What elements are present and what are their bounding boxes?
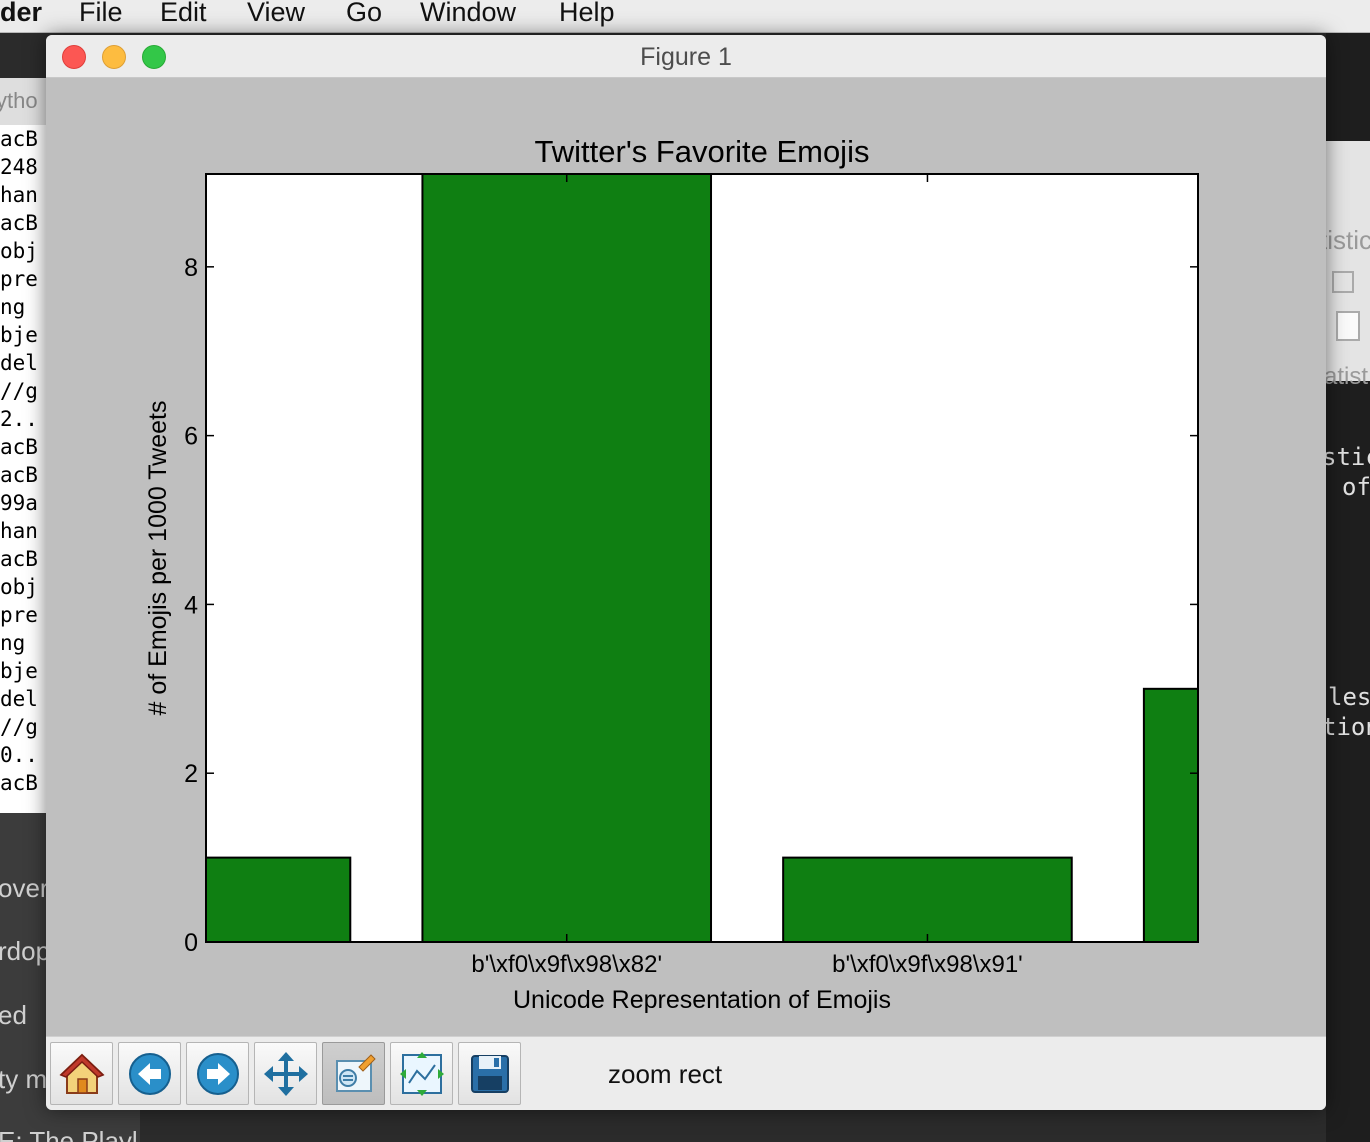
subplots-icon: [400, 1052, 444, 1096]
code-line: acB: [0, 463, 38, 487]
save-button[interactable]: [458, 1042, 521, 1105]
background-dark-item: ed: [0, 1000, 27, 1030]
background-dark-text: les: [1328, 683, 1370, 711]
background-app-right: tistic atist stic of les tion: [1326, 33, 1370, 1142]
x-tick-label: b'\xf0\x9f\x98\x91': [832, 951, 1023, 978]
background-dark-text: stic: [1326, 443, 1370, 471]
matplotlib-toolbar: zoom rect: [46, 1036, 1326, 1110]
menu-window[interactable]: Window: [420, 0, 517, 27]
back-arrow-icon: [129, 1053, 171, 1095]
figure-window: Figure 1 0 2 4 6 8 b'\xf0\x9f\x98\x82' b'\xf0\…: [46, 35, 1326, 1110]
code-line: //g: [0, 379, 38, 403]
code-line: bje: [0, 659, 38, 683]
document-icon: [1336, 311, 1360, 341]
bars: [205, 173, 1199, 943]
background-dark-text: tion: [1326, 713, 1370, 741]
code-line: 99a: [0, 491, 38, 515]
y-axis-label: # of Emojis per 1000 Tweets: [144, 401, 172, 716]
y-tick-label: 8: [184, 254, 198, 282]
zoom-rect-icon: [336, 1054, 376, 1092]
code-line: acB: [0, 127, 38, 151]
code-line: ng: [0, 295, 26, 319]
menu-bar: der File Edit View Go Window Help: [0, 0, 1370, 33]
save-icon: [471, 1055, 509, 1093]
code-line: han: [0, 183, 38, 207]
share-icon: [1332, 271, 1354, 293]
code-line: obj: [0, 575, 38, 599]
background-dark-text: of: [1342, 473, 1370, 501]
bar-0: [205, 856, 352, 943]
background-code-pane: acB 248 han acB obj pre ng bje del //g 2.. acB acB 99…: [0, 125, 46, 845]
background-editor-left: ytho acB 248 han acB obj pre ng bje del//g 2.. acB…: [0, 33, 140, 1142]
y-tick-label: 2: [184, 760, 198, 788]
background-panel-text: tistic: [1326, 225, 1370, 255]
code-line: 2..: [0, 407, 38, 431]
code-line: acB: [0, 435, 38, 459]
x-tick-label: b'\xf0\x9f\x98\x82': [471, 951, 662, 978]
move-icon: [264, 1052, 308, 1096]
code-line: acB: [0, 771, 38, 795]
code-line: pre: [0, 603, 38, 627]
background-dark-item: E: The Playl: [0, 1126, 138, 1142]
menu-app-name[interactable]: der: [0, 0, 43, 27]
background-dark-item: ty m: [0, 1064, 48, 1094]
menu-help[interactable]: Help: [559, 0, 615, 27]
code-line: //g: [0, 715, 38, 739]
pan-button[interactable]: [254, 1042, 317, 1105]
maximize-button[interactable]: [142, 45, 166, 69]
code-line: acB: [0, 547, 38, 571]
menu-go[interactable]: Go: [346, 0, 383, 27]
code-line: del: [0, 351, 38, 375]
background-panel: tistic: [1326, 141, 1370, 381]
back-button[interactable]: [118, 1042, 181, 1105]
ticks: 0 2 4 6 8 b'\xf0\x9f\x98\x82' b'\xf0\x9f\x98\x…: [184, 174, 1198, 978]
menu-edit[interactable]: Edit: [160, 0, 207, 27]
bar-3: [1142, 687, 1199, 943]
y-tick-label: 6: [184, 423, 198, 451]
menu-file[interactable]: File: [79, 0, 123, 27]
menu-view[interactable]: View: [247, 0, 306, 27]
y-tick-label: 4: [184, 591, 198, 619]
window-titlebar[interactable]: Figure 1: [46, 35, 1326, 78]
close-button[interactable]: [62, 45, 86, 69]
code-line: acB: [0, 211, 38, 235]
figure-canvas[interactable]: 0 2 4 6 8 b'\xf0\x9f\x98\x82' b'\xf0\x9f\x98\x…: [46, 78, 1326, 1036]
forward-arrow-icon: [197, 1053, 239, 1095]
code-line: pre: [0, 267, 38, 291]
minimize-button[interactable]: [102, 45, 126, 69]
code-line: 248: [0, 155, 38, 179]
window-title: Figure 1: [640, 43, 732, 71]
code-line: bje: [0, 323, 38, 347]
background-dark-item: rdop: [0, 936, 51, 966]
y-tick-label: 0: [184, 929, 198, 957]
plot-frame: [205, 173, 1199, 943]
home-button[interactable]: [50, 1042, 113, 1105]
bar-1: [421, 173, 713, 943]
code-line: ng: [0, 631, 26, 655]
background-tab-label: ytho: [0, 88, 38, 113]
toolbar-status: zoom rect: [608, 1059, 723, 1089]
forward-button[interactable]: [186, 1042, 249, 1105]
code-line: obj: [0, 239, 38, 263]
background-dark-text: atist: [1326, 363, 1369, 390]
home-icon: [59, 1053, 105, 1094]
subplots-button[interactable]: [390, 1042, 453, 1105]
code-line: del: [0, 687, 38, 711]
code-line: 0..: [0, 743, 38, 767]
background-dark-item: over: [0, 873, 49, 903]
bar-chart[interactable]: 0 2 4 6 8 b'\xf0\x9f\x98\x82' b'\xf0\x9f\x98\x…: [46, 78, 1326, 1036]
chart-title: Twitter's Favorite Emojis: [535, 134, 870, 169]
x-axis-label: Unicode Representation of Emojis: [513, 986, 891, 1014]
zoom-button[interactable]: [322, 1042, 385, 1105]
code-line: han: [0, 519, 38, 543]
bar-2: [782, 856, 1073, 943]
